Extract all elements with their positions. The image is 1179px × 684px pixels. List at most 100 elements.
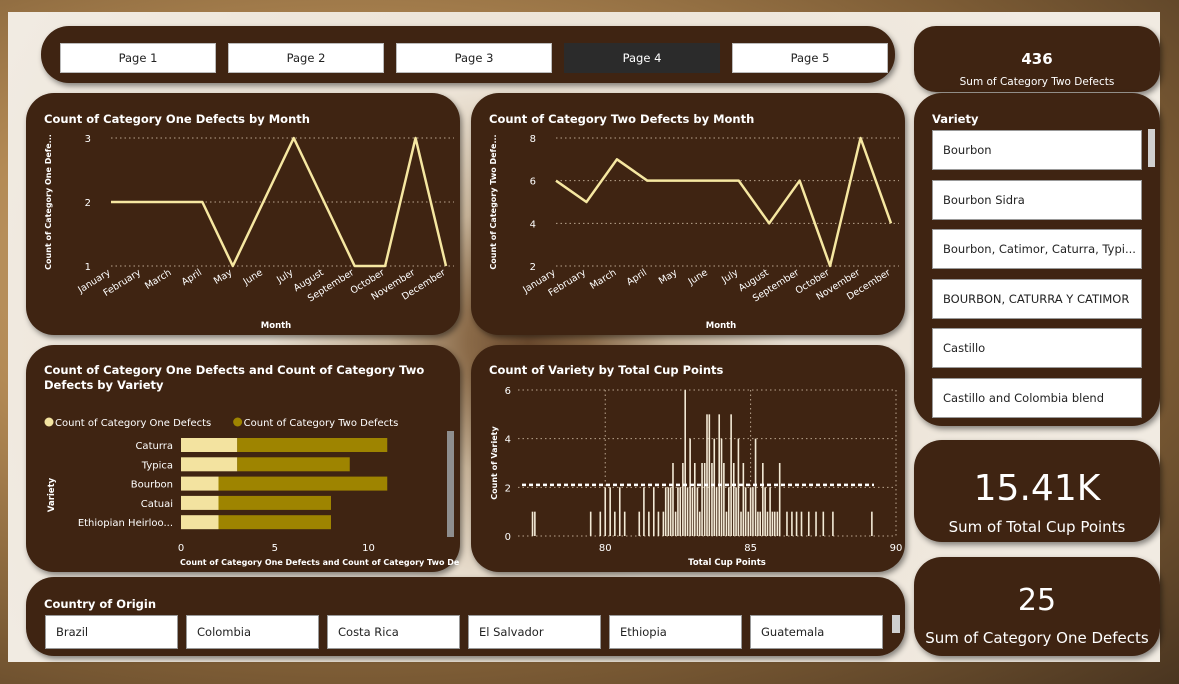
page-button-4[interactable]: Page 4 <box>564 43 720 73</box>
histogram-bar <box>672 463 674 536</box>
histogram-bar <box>740 511 742 536</box>
y-tick-label: 6 <box>530 177 536 188</box>
country-option[interactable]: Costa Rica <box>327 615 460 649</box>
histogram-bar <box>614 511 616 536</box>
series-line <box>555 136 893 268</box>
histogram-bar <box>715 487 718 536</box>
chart-title: Count of Category Two Defects by Month <box>489 112 755 126</box>
y-axis-title: Count of Variety <box>490 426 499 500</box>
country-option[interactable]: Ethiopia <box>609 615 742 649</box>
kpi-label: Sum of Total Cup Points <box>948 518 1126 536</box>
histogram-bar <box>693 463 696 536</box>
y-tick-label: 4 <box>530 219 536 230</box>
category-label: Typica <box>141 460 173 471</box>
histogram-bar <box>652 487 655 536</box>
slicer-scrollbar[interactable] <box>892 615 900 633</box>
country-option[interactable]: Brazil <box>45 615 178 649</box>
kpi-label: Sum of Category One Defects <box>925 629 1149 647</box>
histogram-bar <box>728 487 730 536</box>
bar-segment <box>237 438 388 452</box>
histogram-bar <box>800 511 803 536</box>
histogram-bar <box>679 487 682 536</box>
histogram-bar <box>604 487 607 536</box>
histogram-bar <box>786 511 788 536</box>
country-option[interactable]: Guatemala <box>750 615 883 649</box>
x-tick-label: March <box>588 267 618 292</box>
histogram-bar <box>682 463 684 536</box>
histogram-bar <box>718 414 721 536</box>
bar-segment <box>181 476 219 491</box>
bar-segment <box>218 495 331 510</box>
country-slicer: Country of Origin Brazil Colombia Costa Ri… <box>26 577 905 656</box>
variety-option[interactable]: Castillo <box>932 328 1142 368</box>
country-option[interactable]: El Salvador <box>468 615 601 649</box>
y-axis-title: Variety <box>47 477 57 512</box>
histogram-bar <box>871 511 873 536</box>
y-tick-label: 0 <box>505 532 511 543</box>
histogram-bar <box>618 487 621 536</box>
kpi-value: 436 <box>1021 50 1053 68</box>
histogram-bar <box>589 511 592 536</box>
histogram-bar <box>773 511 776 536</box>
page-button-5[interactable]: Page 5 <box>732 43 888 73</box>
variety-option[interactable]: Castillo and Colombia blend <box>932 377 1142 418</box>
legend-marker <box>233 417 243 427</box>
country-option[interactable]: Colombia <box>186 615 319 649</box>
report-canvas: Page 1 Page 2 Page 3 Page 4 Page 5 436 Sum o… <box>8 12 1160 662</box>
histogram-bar <box>807 511 810 536</box>
histogram-bar <box>762 463 764 536</box>
histogram-bar <box>701 463 703 536</box>
slicer-scrollbar[interactable] <box>1148 129 1155 167</box>
chart-scrollbar[interactable] <box>447 431 454 537</box>
variety-option[interactable]: Bourbon Sidra <box>932 179 1142 220</box>
histogram-bar <box>757 511 759 536</box>
histogram-bar <box>599 511 602 536</box>
variety-option[interactable]: Bourbon <box>932 130 1142 170</box>
category-label: Ethiopian Heirloo... <box>78 518 173 529</box>
x-tick-label: March <box>143 267 173 292</box>
bar-segment <box>237 457 350 472</box>
kpi-label: Sum of Category Two Defects <box>959 76 1115 88</box>
histogram-bar <box>713 438 716 536</box>
histogram-bar <box>720 438 723 536</box>
histogram-bar <box>815 511 817 536</box>
x-axis-title: Count of Category One Defects and Count … <box>180 558 460 567</box>
chart-card-cat-one-by-month: Count of Category One Defects by Month 1… <box>26 93 460 335</box>
y-tick-label: 6 <box>505 386 511 397</box>
legend-marker <box>44 417 54 427</box>
histogram-bar <box>677 487 679 536</box>
x-tick-label: May <box>212 267 235 287</box>
page-button-2[interactable]: Page 2 <box>228 43 384 73</box>
histogram-bar <box>795 511 798 536</box>
x-tick-label: 85 <box>744 543 757 554</box>
histogram-bar <box>832 511 834 536</box>
histogram-bar <box>643 487 645 536</box>
bar-segment <box>218 515 331 530</box>
page-button-1[interactable]: Page 1 <box>60 43 216 73</box>
category-label: Bourbon <box>131 480 173 491</box>
histogram-bar <box>771 511 774 536</box>
page-navigator: Page 1 Page 2 Page 3 Page 4 Page 5 <box>41 26 895 83</box>
slicer-title: Country of Origin <box>44 597 157 611</box>
chart-title: Count of Category One Defects and Count … <box>44 363 425 392</box>
y-axis-title: Count of Category Two Defe... <box>489 134 498 269</box>
x-tick-label: June <box>241 267 265 288</box>
histogram-bar <box>769 487 771 536</box>
category-label: Caturra <box>135 441 173 452</box>
page-button-3[interactable]: Page 3 <box>396 43 552 73</box>
bar-segment <box>181 495 219 510</box>
histogram-bar <box>669 487 672 536</box>
kpi-card-cat-one: 25 Sum of Category One Defects <box>914 557 1160 656</box>
histogram-bar <box>725 511 728 536</box>
slicer-title: Variety <box>932 112 979 126</box>
variety-option[interactable]: Bourbon, Catimor, Caturra, Typi... <box>932 229 1142 269</box>
histogram-bar <box>747 511 750 536</box>
histogram-bar <box>735 487 737 536</box>
chart-title: Count of Variety by Total Cup Points <box>489 363 724 377</box>
y-axis-title: Count of Category One Defe... <box>44 134 53 270</box>
variety-option[interactable]: BOURBON, CATURRA Y CATIMOR <box>932 278 1142 319</box>
kpi-value: 25 <box>1017 583 1057 618</box>
histogram-bar <box>764 487 766 536</box>
histogram-bar <box>732 463 735 536</box>
